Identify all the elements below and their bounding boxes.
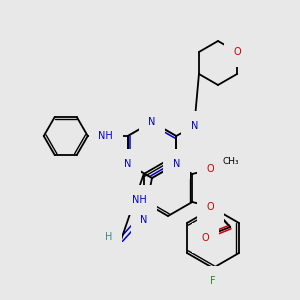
Text: N: N bbox=[148, 117, 156, 127]
Text: NH: NH bbox=[98, 131, 113, 141]
Text: O: O bbox=[201, 233, 209, 243]
Text: O: O bbox=[206, 164, 214, 174]
Text: N: N bbox=[172, 159, 180, 169]
Text: N: N bbox=[190, 121, 198, 131]
Text: N: N bbox=[140, 215, 148, 225]
Text: N: N bbox=[124, 159, 131, 169]
Text: CH₃: CH₃ bbox=[223, 157, 240, 166]
Text: F: F bbox=[210, 276, 216, 286]
Text: H: H bbox=[105, 232, 113, 242]
Text: O: O bbox=[233, 47, 241, 57]
Text: O: O bbox=[206, 202, 214, 212]
Text: NH: NH bbox=[132, 195, 146, 205]
